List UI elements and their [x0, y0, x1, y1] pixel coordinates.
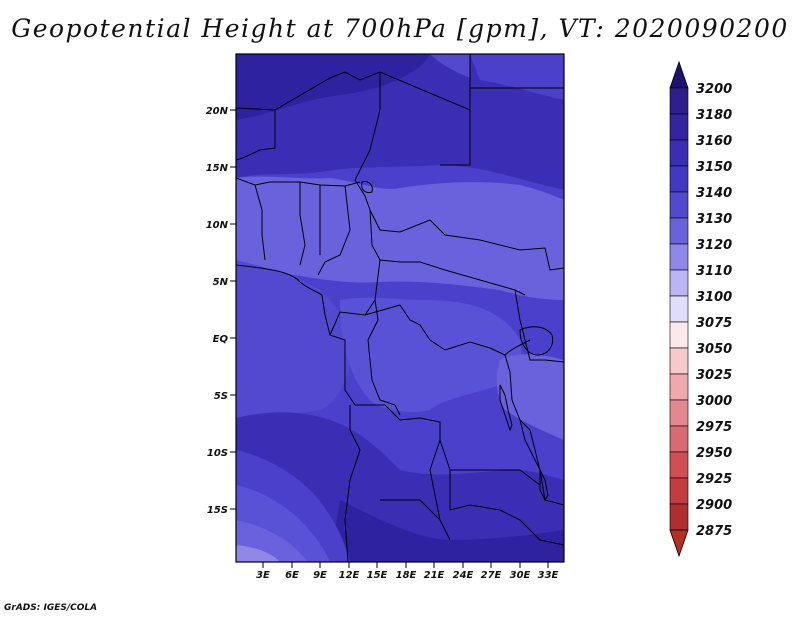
lon-label: 27E [481, 570, 502, 581]
lat-label: 5S [214, 391, 228, 402]
colorbar-label: 2925 [696, 472, 732, 487]
lon-labels: 3E 6E 9E 12E 15E 18E 21E 24E 27E 30E 33E [256, 570, 558, 581]
colorbar-label: 3120 [696, 238, 732, 253]
colorbar-label: 3075 [696, 316, 732, 331]
colorbar-swatch [669, 217, 689, 245]
lat-labels: 20N 15N 10N 5N EQ 5S 10S 15S [206, 106, 229, 516]
contour-band-congo [340, 297, 522, 412]
lat-ticks [230, 109, 236, 510]
lon-label: 33E [538, 570, 559, 581]
colorbar-swatch [669, 191, 689, 219]
colorbar-label: 3140 [696, 186, 732, 201]
lon-label: 12E [339, 570, 360, 581]
colorbar-label: 2900 [696, 498, 732, 513]
lat-label: 15N [206, 163, 229, 174]
colorbar-swatch [669, 503, 689, 531]
colorbar-label: 2950 [696, 446, 732, 461]
colorbar-swatch [669, 87, 689, 115]
chart-title: Geopotential Height at 700hPa [gpm], VT:… [11, 14, 789, 43]
colorbar-swatch [669, 165, 689, 193]
contour-band-east [496, 354, 564, 440]
lat-label: 15S [207, 505, 228, 516]
colorbar-label: 3200 [696, 82, 732, 97]
colorbar-swatch [669, 451, 689, 479]
lon-label: 30E [510, 570, 531, 581]
lon-label: 18E [396, 570, 417, 581]
map-frame [235, 53, 565, 563]
colorbar-label: 3000 [696, 394, 732, 409]
contour-band-southwest-4 [236, 545, 280, 562]
colorbar-swatch [669, 399, 689, 427]
colorbar-label: 3025 [696, 368, 732, 383]
colorbar-label: 3150 [696, 160, 732, 175]
lon-label: 3E [256, 570, 270, 581]
colorbar: 3200 3180 3160 3150 3140 3130 3120 3110 3100 3075… [669, 60, 732, 558]
colorbar-top-arrow [669, 60, 689, 89]
lake-malawi [539, 469, 549, 502]
colorbar-swatch [669, 243, 689, 271]
lon-label: 24E [453, 570, 474, 581]
contour-band-north-bump [430, 54, 470, 78]
lat-label: 10S [207, 448, 228, 459]
colorbar-label: 3180 [696, 108, 732, 123]
lake-victoria [519, 326, 554, 356]
colorbar-swatch [669, 295, 689, 323]
lon-ticks [262, 562, 549, 568]
lon-label: 21E [424, 570, 445, 581]
colorbar-bottom-arrow [669, 529, 689, 558]
colorbar-label: 3050 [696, 342, 732, 357]
border-lines [236, 54, 564, 562]
height-field [236, 54, 564, 562]
colorbar-label: 2975 [696, 420, 732, 435]
lon-label: 6E [285, 570, 299, 581]
lake-chad [361, 181, 373, 193]
contour-band-south-deep [330, 500, 564, 562]
contour-band-sahel [236, 176, 564, 300]
lat-label: EQ [213, 334, 229, 345]
contour-band-northwest [236, 54, 430, 120]
colorbar-swatch [669, 321, 689, 349]
colorbar-label: 2875 [696, 524, 732, 539]
lat-label: 20N [206, 106, 229, 117]
colorbar-label: 3100 [696, 290, 732, 305]
lake-tanganyika [499, 384, 513, 432]
lat-label: 5N [213, 277, 229, 288]
colorbar-swatch [669, 373, 689, 401]
colorbar-swatch [669, 113, 689, 141]
colorbar-swatch [669, 347, 689, 375]
colorbar-label: 3160 [696, 134, 732, 149]
colorbar-label: 3130 [696, 212, 732, 227]
lon-label: 15E [367, 570, 388, 581]
borders [236, 54, 564, 562]
lon-label: 9E [313, 570, 327, 581]
colorbar-label: 3110 [696, 264, 732, 279]
colorbar-swatch [669, 425, 689, 453]
colorbar-swatch [669, 477, 689, 505]
colorbar-swatch [669, 139, 689, 167]
lat-label: 10N [206, 220, 229, 231]
colorbar-swatch [669, 269, 689, 297]
credit-label: GrADS: IGES/COLA [4, 603, 98, 613]
